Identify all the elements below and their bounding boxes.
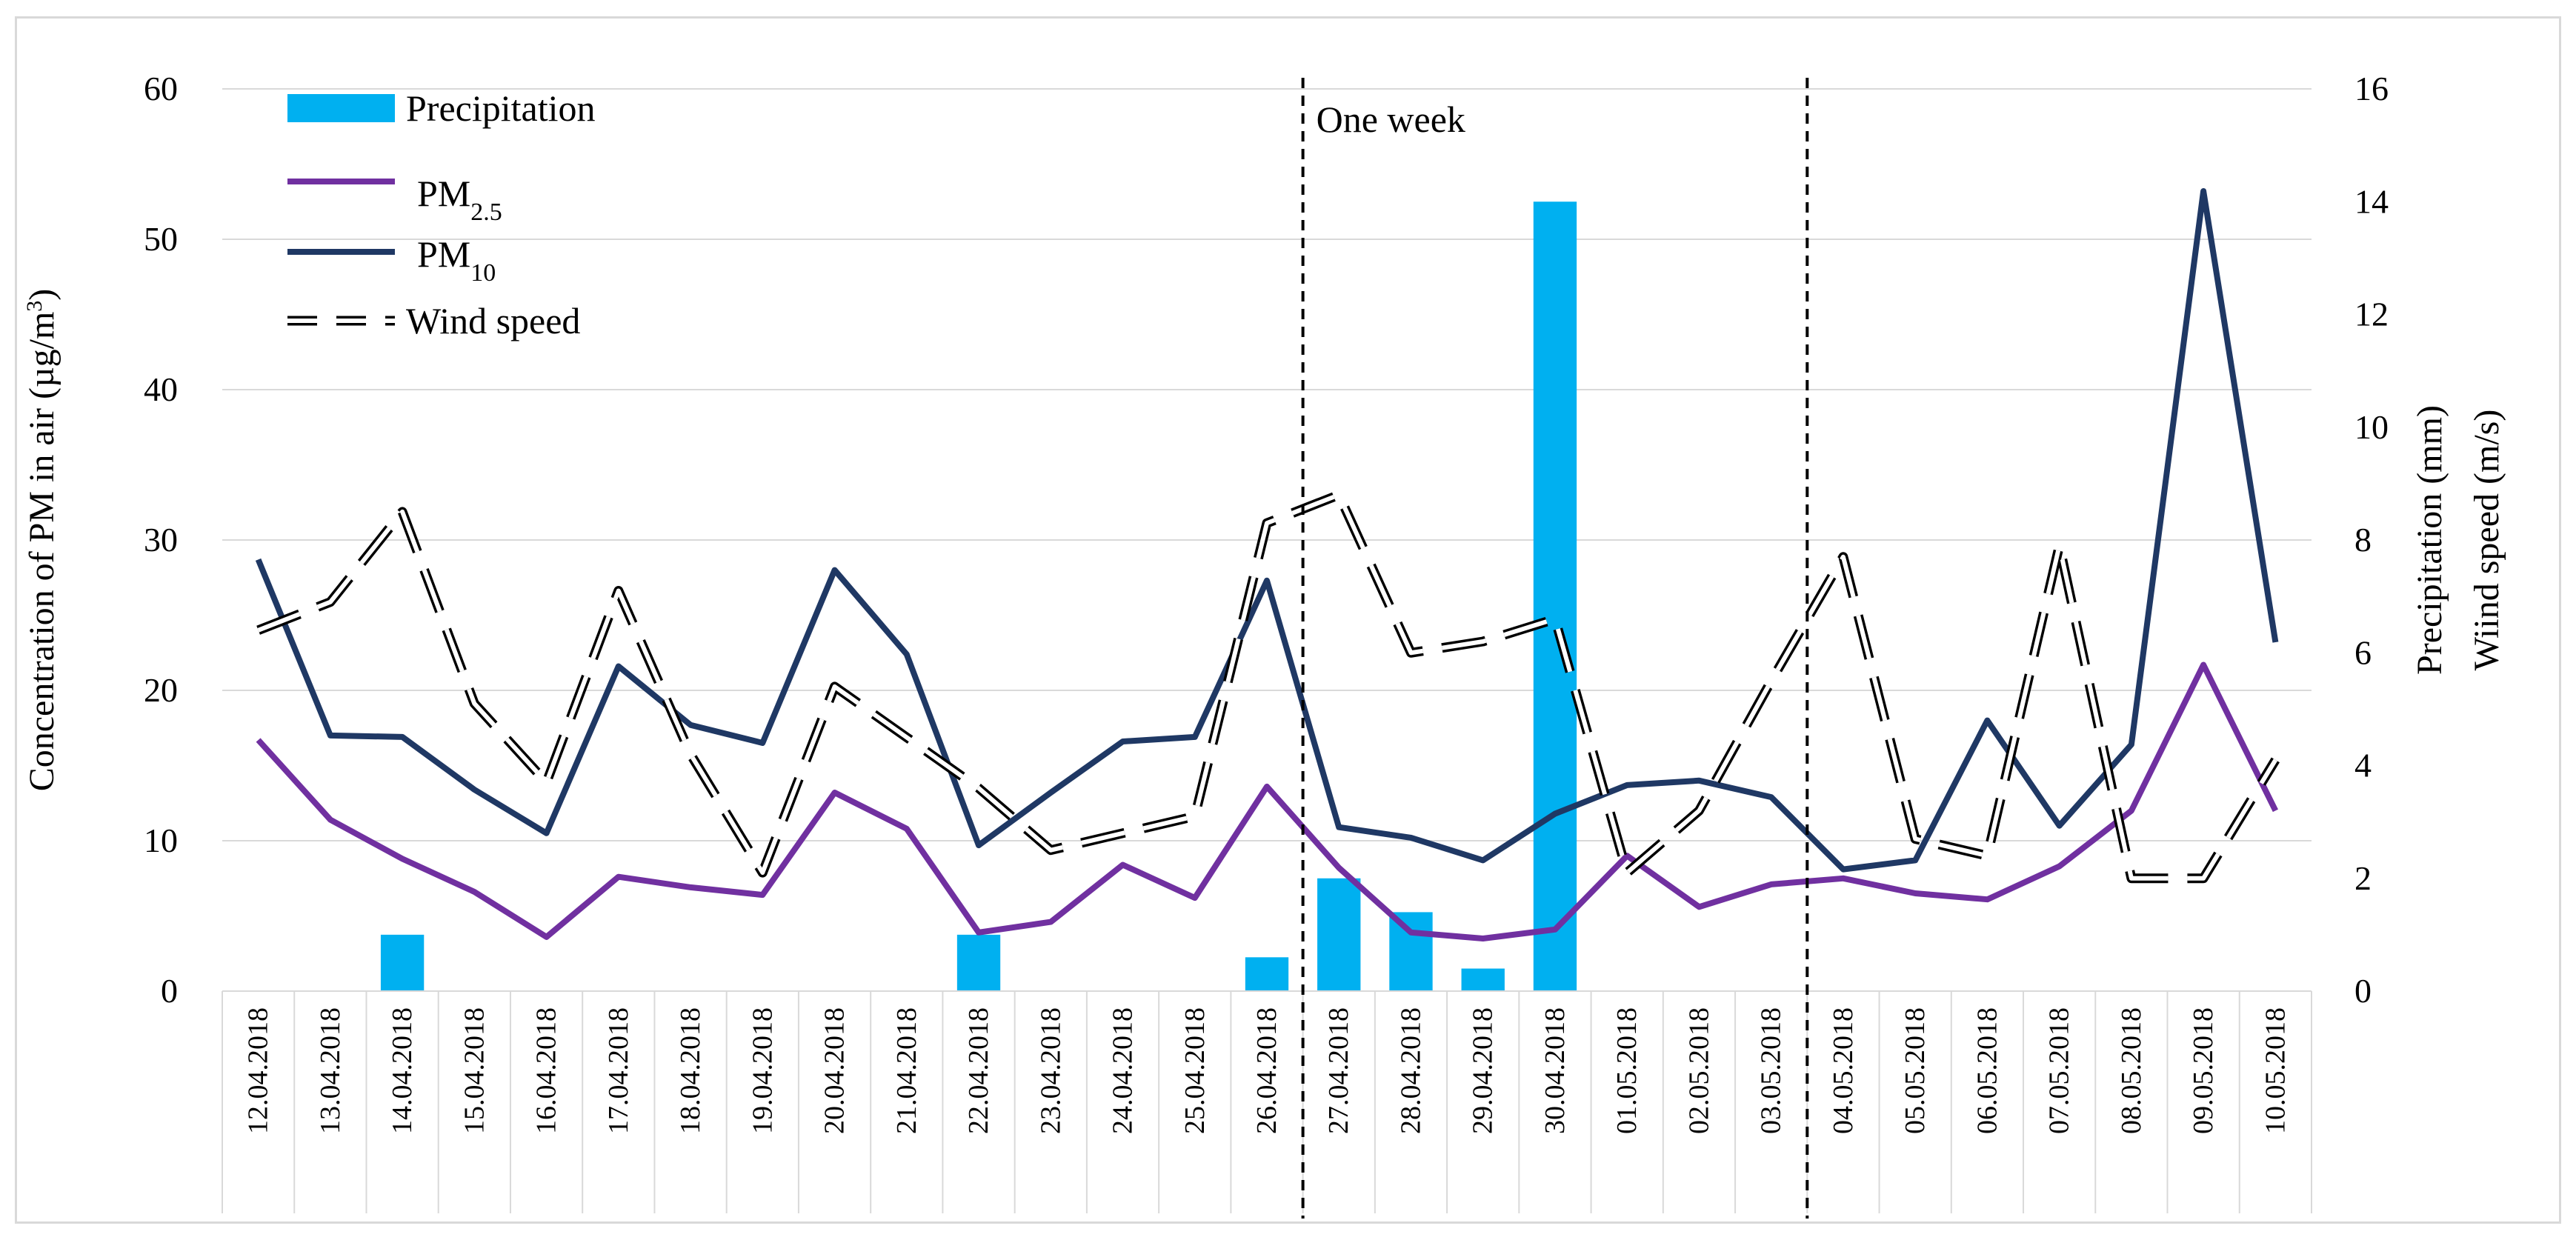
precipitation-bars (380, 201, 1577, 991)
series-lines (255, 188, 2280, 941)
x-tick-label: 17.04.2018 (603, 1007, 634, 1134)
week-markers: One week (1301, 78, 1809, 1219)
gridlines (222, 88, 2312, 841)
x-tick-label: 05.05.2018 (1900, 1007, 1931, 1134)
one-week-annotation: One week (1317, 99, 1465, 140)
x-tick-label: 27.04.2018 (1323, 1007, 1354, 1134)
x-tick-label: 10.05.2018 (2260, 1007, 2291, 1134)
x-tick-label: 08.05.2018 (2116, 1007, 2147, 1134)
y-left-tick-label: 50 (144, 220, 178, 258)
precipitation-bar (380, 934, 425, 991)
precipitation-bar (1245, 957, 1289, 991)
pm25-line (256, 661, 2278, 941)
y-left-tick-label: 0 (161, 972, 178, 1010)
legend-precipitation-swatch (287, 94, 395, 122)
y-right-tick-label: 12 (2354, 296, 2389, 333)
x-tick-label: 03.05.2018 (1756, 1007, 1787, 1134)
precipitation-bar (1533, 201, 1577, 991)
y-right-tick-label: 2 (2354, 859, 2372, 897)
legend: Precipitation PM2.5 PM10 Wind speed (287, 87, 596, 341)
pm10-line (255, 188, 2279, 873)
x-tick-label: 13.04.2018 (315, 1007, 346, 1134)
x-tick-label: 02.05.2018 (1683, 1007, 1714, 1134)
x-tick-label: 01.05.2018 (1611, 1007, 1643, 1134)
legend-pm25-label: PM2.5 (417, 173, 502, 226)
y-right-axis-title-precipitation: Precipitation (mm) (2410, 405, 2449, 675)
x-tick-label: 28.04.2018 (1395, 1007, 1426, 1134)
x-tick-label: 06.05.2018 (1971, 1007, 2003, 1134)
x-tick-label: 25.04.2018 (1179, 1007, 1211, 1134)
y-right-tick-label: 14 (2354, 182, 2389, 220)
x-tick-label: 30.04.2018 (1540, 1007, 1571, 1134)
x-tick-label: 07.05.2018 (2044, 1007, 2075, 1134)
x-tick-label: 04.05.2018 (1828, 1007, 1859, 1134)
wind-speed-line-outline (256, 490, 2280, 884)
y-left-tick-label: 30 (144, 521, 178, 559)
legend-wind-label: Wind speed (406, 300, 580, 341)
x-tick-label: 22.04.2018 (963, 1007, 994, 1134)
x-tick-label: 15.04.2018 (459, 1007, 490, 1134)
y-left-tick-label: 10 (144, 821, 178, 859)
x-tick-label: 26.04.2018 (1251, 1007, 1282, 1134)
x-tick-label: 09.05.2018 (2188, 1007, 2219, 1134)
chart-frame (15, 16, 2561, 1224)
x-tick-label: 16.04.2018 (531, 1007, 562, 1134)
wind-speed-line (257, 493, 2277, 881)
y-right-axis-title-wind: Wiind speed (m/s) (2467, 410, 2506, 671)
precipitation-bar (1461, 968, 1505, 991)
y-right-tick-label: 4 (2354, 747, 2372, 784)
y-left-tick-label: 40 (144, 370, 178, 408)
x-tick-label: 20.04.2018 (819, 1007, 851, 1134)
y-right-tick-label: 6 (2354, 633, 2372, 671)
x-tick-label: 29.04.2018 (1468, 1007, 1499, 1134)
x-tick-label: 19.04.2018 (747, 1007, 778, 1134)
y-left-tick-label: 60 (144, 70, 178, 107)
precipitation-bar (956, 934, 1001, 991)
x-tick-label: 14.04.2018 (387, 1007, 418, 1134)
x-tick-label: 12.04.2018 (243, 1007, 274, 1134)
legend-pm10-label: PM10 (417, 233, 496, 287)
precipitation-bar (1389, 912, 1433, 991)
axes: 0 10 20 30 40 50 60 0 2 4 6 8 10 12 14 16 12.04.2018 13.0… (22, 70, 2506, 1213)
precipitation-bar (1317, 878, 1361, 991)
y-left-tick-label: 20 (144, 671, 178, 709)
x-tick-label: 18.04.2018 (675, 1007, 706, 1134)
legend-precipitation-label: Precipitation (406, 87, 596, 129)
y-left-axis-title: Concentration of PM in air (µg/m3) (22, 289, 62, 792)
x-tick-label: 23.04.2018 (1035, 1007, 1066, 1134)
y-right-tick-label: 16 (2354, 70, 2389, 107)
y-right-tick-label: 10 (2354, 408, 2389, 446)
y-right-tick-label: 8 (2354, 521, 2372, 559)
x-tick-label: 24.04.2018 (1108, 1007, 1139, 1134)
y-right-tick-label: 0 (2354, 972, 2372, 1010)
x-tick-label: 21.04.2018 (891, 1007, 922, 1134)
